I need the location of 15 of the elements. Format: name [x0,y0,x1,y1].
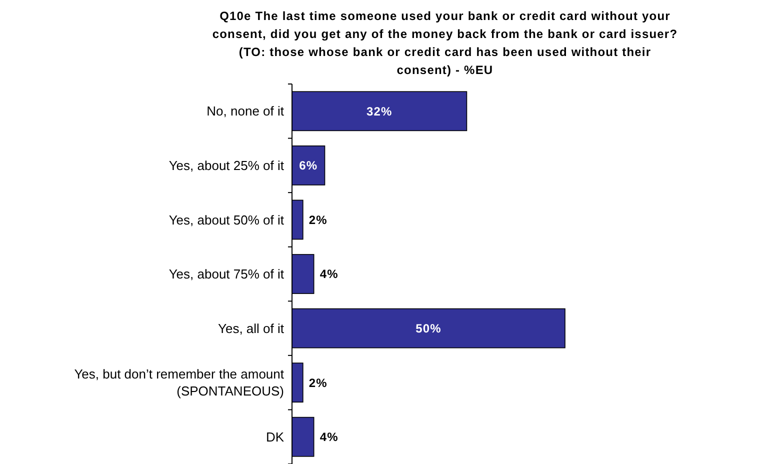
y-tick-label: DK [266,429,284,444]
data-label: 32% [366,104,392,118]
y-tick-label: No, none of it [206,104,284,119]
data-label: 6% [299,158,318,173]
chart-title: Q10e The last time someone used your bank or credit card without your consent, did you get any of the money back from the bank or card issuer? (TO: those whose bank or credit card has been used without their consent) - %EU [212,9,678,77]
y-tick-label: Yes, about 75% of it [168,266,284,282]
data-label: 4% [320,430,338,444]
y-tick-label: Yes, but don’t remember the amount (SPONTANEOUS) [74,366,284,399]
data-label: 2% [308,376,328,390]
data-label: 2% [308,212,328,227]
y-tick-label: Yes, about 25% of it [168,158,284,173]
data-label: 4% [320,267,338,282]
y-tick-label: Yes, all of it [218,320,284,336]
data-label: 50% [416,321,442,336]
y-tick-label: Yes, about 50% of it [168,212,284,228]
